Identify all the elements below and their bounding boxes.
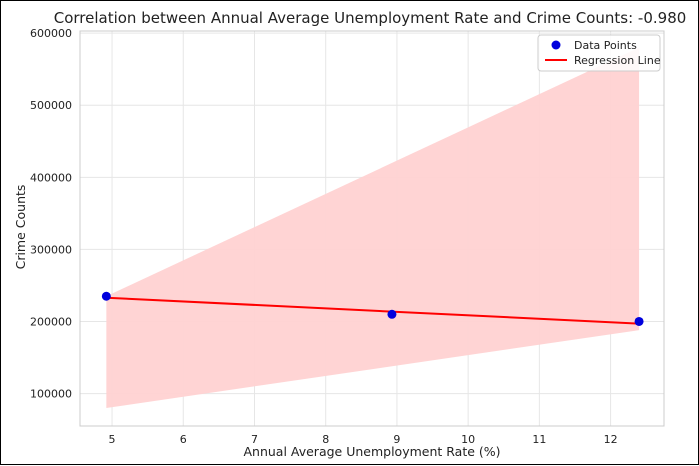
- regression-line: [106, 296, 640, 325]
- x-tick-label: 11: [532, 433, 546, 446]
- data-point: [101, 291, 111, 301]
- y-tick-label: 600000: [30, 27, 72, 40]
- plot-border: [79, 30, 665, 427]
- x-tick-label: 9: [393, 433, 400, 446]
- legend-label-regression-line: Regression Line: [574, 54, 661, 67]
- y-tick-label: 300000: [30, 243, 72, 256]
- regression-line-layer: [106, 296, 640, 325]
- x-tick-label: 12: [604, 433, 618, 446]
- data-point: [634, 316, 644, 326]
- legend-box: [537, 34, 661, 72]
- x-tick-label: 6: [180, 433, 187, 446]
- confidence-band: [106, 47, 640, 408]
- data-points-layer: [101, 291, 644, 326]
- x-tick-label: 7: [251, 433, 258, 446]
- legend: Data Points Regression Line: [537, 34, 661, 72]
- x-tick-labels: 5 6 7 8 9 10 11 12: [109, 433, 618, 446]
- y-tick-label: 400000: [30, 171, 72, 184]
- y-tick-label: 100000: [30, 388, 72, 401]
- chart-title: Correlation between Annual Average Unemp…: [54, 9, 687, 27]
- data-point: [387, 309, 397, 319]
- x-tick-label: 10: [461, 433, 475, 446]
- y-axis-label: Crime Counts: [13, 185, 28, 270]
- legend-marker-data-points: [551, 40, 561, 50]
- legend-label-data-points: Data Points: [574, 39, 637, 52]
- x-tick-label: 8: [322, 433, 329, 446]
- y-tick-label: 500000: [30, 99, 72, 112]
- x-tick-label: 5: [109, 433, 116, 446]
- confidence-band-layer: [106, 47, 640, 408]
- y-tick-labels: 100000 200000 300000 400000 500000 600000: [30, 27, 72, 400]
- y-tick-label: 200000: [30, 315, 72, 328]
- x-axis-label: Annual Average Unemployment Rate (%): [243, 444, 500, 459]
